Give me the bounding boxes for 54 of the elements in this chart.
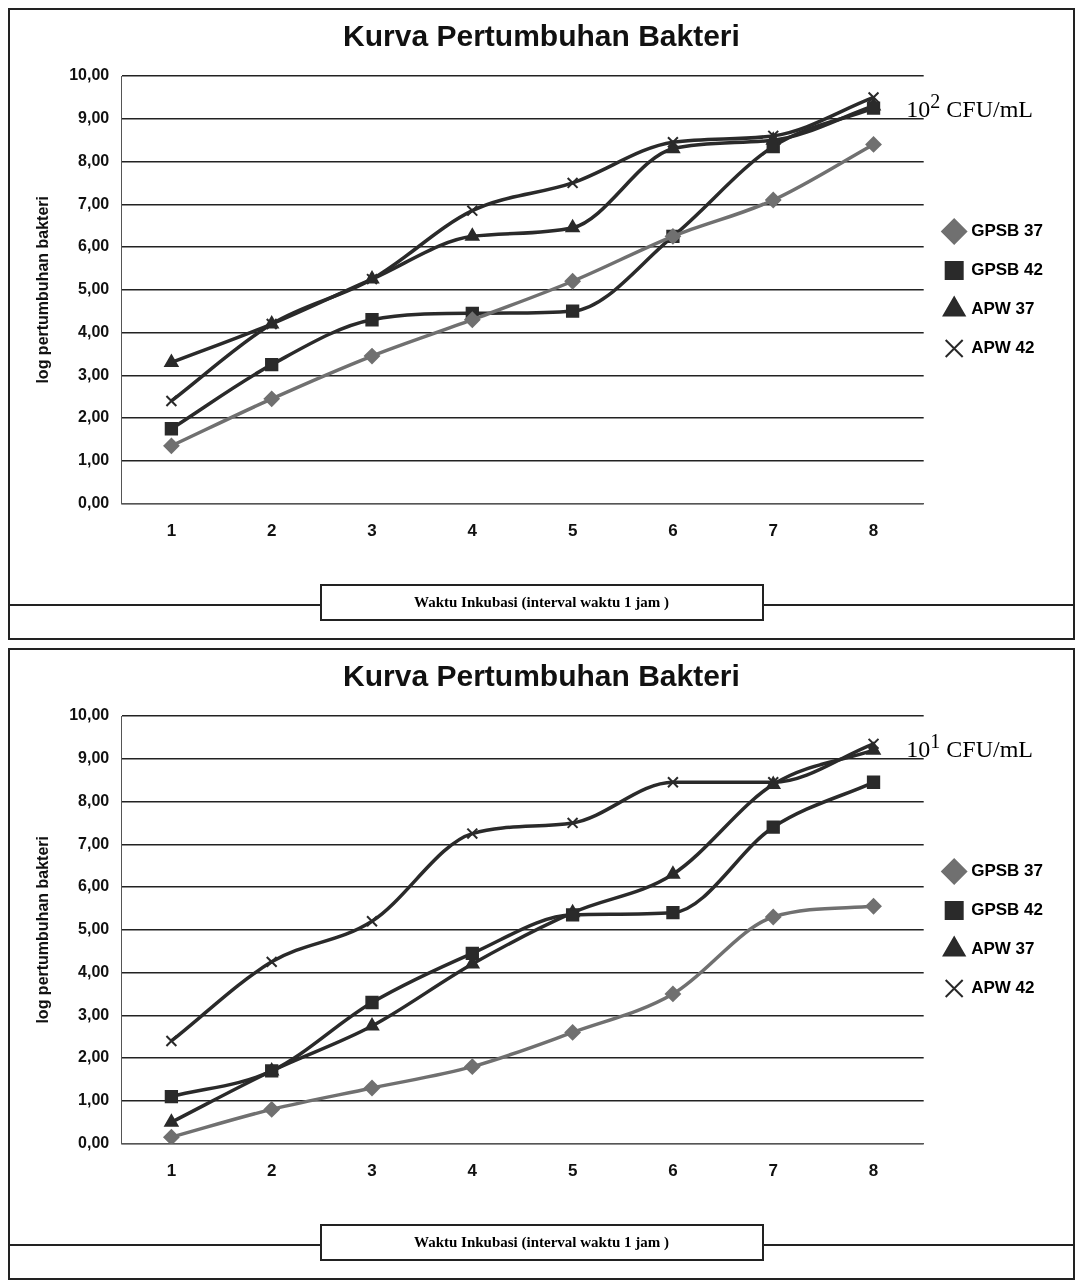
- x-tick-label: 3: [367, 1161, 377, 1181]
- y-tick-label: 8,00: [78, 151, 110, 169]
- y-tick-label: 10,00: [69, 66, 110, 84]
- x-tick-label: 5: [567, 1161, 578, 1181]
- y-tick-label: 9,00: [78, 749, 110, 767]
- x-axis-title: Waktu Inkubasi (interval waktu 1 jam ): [319, 1224, 764, 1261]
- y-tick-label: 6,00: [78, 237, 110, 255]
- y-tick-label: 4,00: [78, 962, 110, 980]
- legend-label: APW 37: [971, 939, 1035, 959]
- x-tick-label: 2: [266, 521, 277, 541]
- x-tick-label: 8: [868, 521, 879, 541]
- x-tick-label: 7: [768, 521, 778, 541]
- y-tick-label: 3,00: [78, 365, 110, 383]
- y-tick-label: 2,00: [78, 408, 110, 426]
- y-tick-label: 10,00: [69, 706, 110, 724]
- y-tick-label: 7,00: [78, 194, 110, 212]
- y-tick-label: 0,00: [78, 494, 110, 512]
- x-tick-label: 2: [266, 1161, 277, 1181]
- chart-title: Kurva Pertumbuhan Bakteri: [343, 659, 740, 693]
- y-tick-label: 6,00: [78, 877, 110, 895]
- x-tick-label: 1: [166, 521, 177, 541]
- x-tick-label: 6: [668, 1161, 678, 1181]
- y-tick-label: 5,00: [78, 920, 110, 938]
- y-tick-label: 1,00: [78, 1091, 110, 1109]
- y-tick-label: 3,00: [78, 1005, 110, 1023]
- x-tick-label: 4: [467, 521, 478, 541]
- x-tick-label: 1: [166, 1161, 177, 1181]
- y-tick-label: 1,00: [78, 451, 110, 469]
- x-tick-label: 8: [868, 1161, 879, 1181]
- y-tick-label: 4,00: [78, 322, 110, 340]
- legend-label: GPSB 37: [971, 221, 1043, 241]
- annotation: 10$^{2}$ CFU/mL: [906, 90, 1033, 123]
- x-tick-label: 6: [668, 521, 678, 541]
- x-tick-label: 4: [467, 1161, 478, 1181]
- y-tick-label: 7,00: [78, 834, 110, 852]
- y-axis-title: log pertumbuhan bakteri: [34, 836, 52, 1024]
- y-tick-label: 8,00: [78, 791, 110, 809]
- y-tick-label: 5,00: [78, 280, 110, 298]
- x-tick-label: 5: [567, 521, 578, 541]
- legend-label: GPSB 42: [971, 900, 1043, 920]
- x-axis-title: Waktu Inkubasi (interval waktu 1 jam ): [319, 584, 764, 621]
- x-tick-label: 7: [768, 1161, 778, 1181]
- legend-label: GPSB 42: [971, 260, 1043, 280]
- legend-label: APW 42: [971, 978, 1035, 998]
- y-tick-label: 9,00: [78, 109, 110, 127]
- legend-label: GPSB 37: [971, 861, 1043, 881]
- x-tick-label: 3: [367, 521, 377, 541]
- y-axis-title: log pertumbuhan bakteri: [34, 196, 52, 384]
- chart-title: Kurva Pertumbuhan Bakteri: [343, 19, 740, 53]
- y-tick-label: 2,00: [78, 1048, 110, 1066]
- legend-label: APW 42: [971, 338, 1035, 358]
- y-tick-label: 0,00: [78, 1134, 110, 1152]
- annotation: 10$^{1}$ CFU/mL: [906, 730, 1033, 763]
- legend-label: APW 37: [971, 299, 1035, 319]
